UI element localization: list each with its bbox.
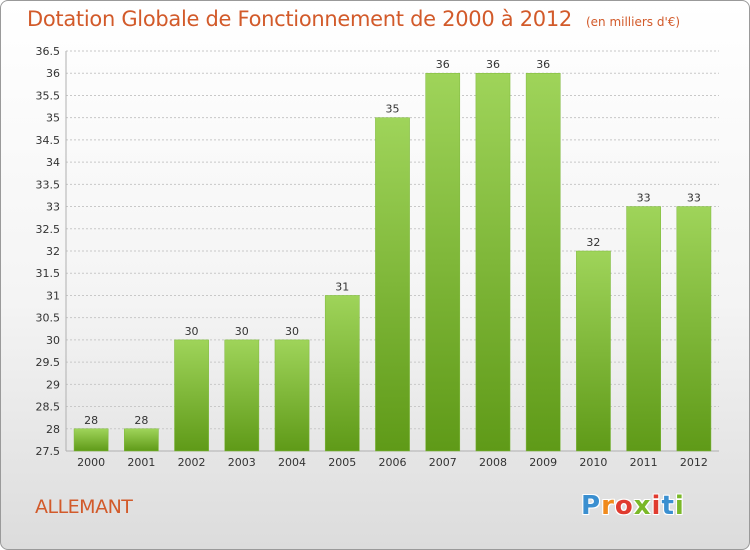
bar — [73, 428, 109, 452]
y-tick-label: 34.5 — [36, 134, 61, 147]
logo-letter: i — [674, 491, 685, 521]
data-label: 35 — [386, 103, 400, 116]
data-label: 33 — [687, 192, 701, 205]
bar — [676, 206, 712, 452]
data-label: 36 — [436, 58, 450, 71]
chart-subtitle: (en milliers d'€) — [585, 15, 681, 29]
logo-letter: P — [581, 491, 602, 521]
y-tick-label: 31.5 — [36, 267, 61, 280]
y-tick-label: 30 — [46, 334, 60, 347]
bar — [274, 339, 310, 452]
logo-letter: r — [601, 491, 615, 521]
data-label: 28 — [84, 414, 98, 427]
data-label: 31 — [335, 280, 349, 293]
x-tick-label: 2004 — [278, 456, 306, 469]
bar — [576, 250, 611, 452]
x-tick-label: 2001 — [127, 456, 155, 469]
y-tick-label: 27.5 — [36, 445, 61, 458]
logo-letter: i — [651, 491, 662, 521]
y-tick-label: 33 — [46, 201, 60, 214]
y-tick-label: 36 — [46, 67, 60, 80]
x-tick-label: 2003 — [228, 456, 256, 469]
bar — [475, 72, 511, 452]
data-labels: 28 28 30 30 30 31 35 36 36 36 32 33 33 — [84, 58, 701, 427]
bar — [224, 339, 260, 452]
x-tick-label: 2005 — [328, 456, 356, 469]
x-tick-label: 2009 — [529, 456, 557, 469]
y-tick-label: 28.5 — [36, 401, 61, 414]
x-tick-label: 2008 — [479, 456, 507, 469]
x-tick-label: 2007 — [429, 456, 457, 469]
y-tick-label: 35.5 — [36, 89, 61, 102]
x-tick-label: 2011 — [630, 456, 658, 469]
title-line: Dotation Globale de Fonctionnement de 20… — [27, 7, 680, 31]
bar — [324, 295, 360, 452]
x-tick-label: 2000 — [77, 456, 105, 469]
data-label: 33 — [637, 192, 651, 205]
y-tick-label: 29 — [46, 378, 60, 391]
y-tick-label: 36.5 — [36, 45, 61, 58]
proxiti-logo: Proxiti — [581, 491, 685, 521]
y-tick-label: 28 — [46, 423, 60, 436]
data-label: 36 — [536, 58, 550, 71]
data-label: 36 — [486, 58, 500, 71]
data-label: 30 — [235, 325, 249, 338]
bars — [73, 72, 712, 452]
logo-letter: o — [614, 491, 634, 521]
commune-name: ALLEMANT — [35, 496, 133, 518]
y-tick-label: 30.5 — [36, 312, 61, 325]
y-tick-label: 33.5 — [36, 178, 61, 191]
data-label: 32 — [586, 236, 600, 249]
x-tick-label: 2010 — [579, 456, 607, 469]
y-tick-label: 34 — [46, 156, 60, 169]
y-tick-label: 32.5 — [36, 223, 61, 236]
y-tick-label: 29.5 — [36, 356, 61, 369]
data-label: 28 — [134, 414, 148, 427]
x-tick-label: 2012 — [680, 456, 708, 469]
bar — [375, 117, 410, 452]
y-tick-label: 32 — [46, 245, 60, 258]
logo-letter: x — [633, 491, 652, 521]
y-tick-label: 31 — [46, 289, 60, 302]
x-tick-label: 2006 — [379, 456, 407, 469]
bar — [626, 206, 661, 452]
bar — [124, 428, 159, 452]
logo-letter: t — [661, 491, 675, 521]
data-label: 30 — [185, 325, 199, 338]
bar — [174, 339, 209, 452]
y-tick-label: 35 — [46, 112, 60, 125]
x-tick-label: 2002 — [178, 456, 206, 469]
chart-title: Dotation Globale de Fonctionnement de 20… — [27, 7, 572, 31]
bar — [425, 72, 461, 452]
data-label: 30 — [285, 325, 299, 338]
bar — [525, 72, 561, 452]
